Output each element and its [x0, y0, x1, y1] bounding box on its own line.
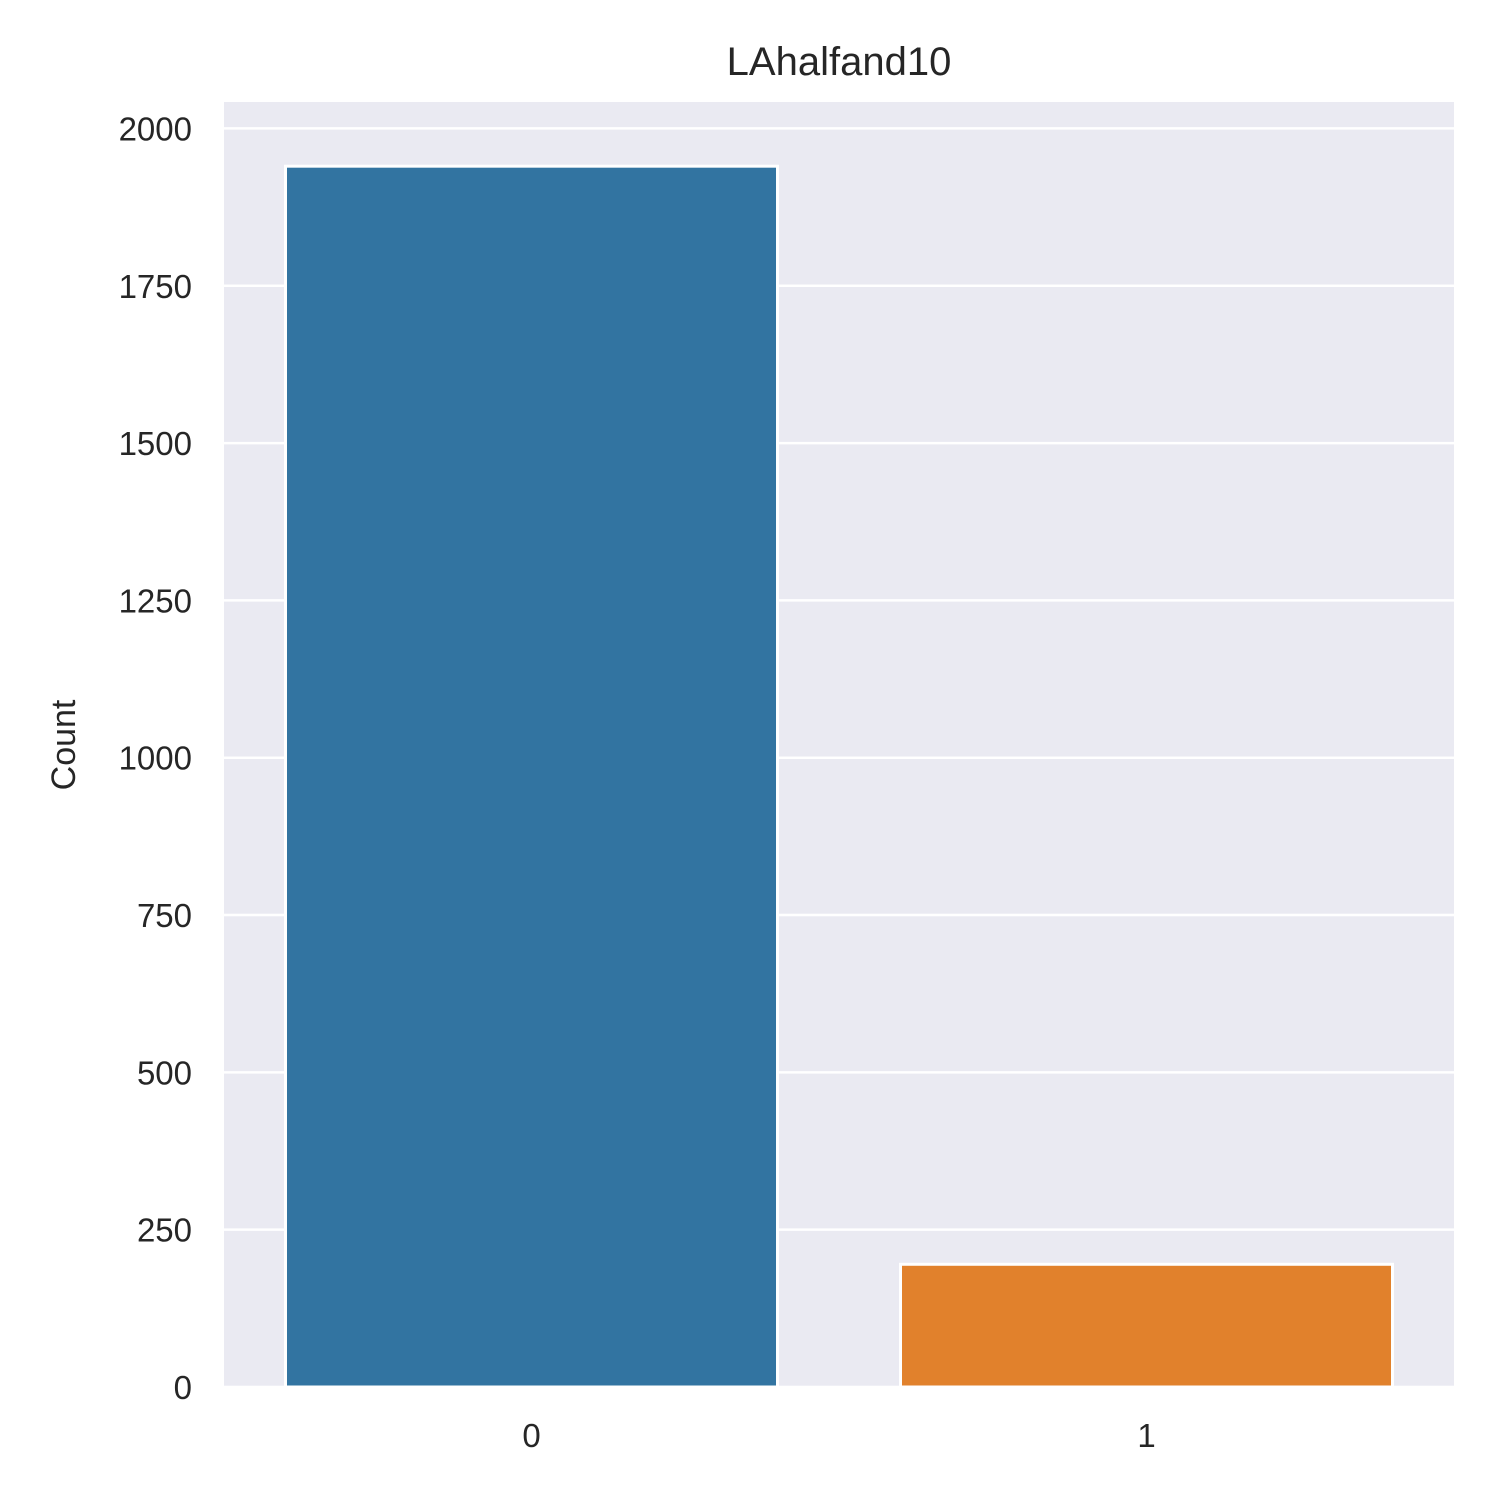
bar-1 [899, 1262, 1394, 1389]
y-tick-label: 500 [137, 1054, 192, 1091]
y-tick-label: 250 [137, 1212, 192, 1249]
chart-title: LAhalfand10 [727, 40, 952, 84]
y-tick-labels: 0 250 500 750 1000 1250 1500 1750 2000 [119, 110, 192, 1406]
y-tick-label: 0 [174, 1369, 192, 1406]
y-tick-label: 1250 [119, 582, 192, 619]
y-axis-label: Count [45, 699, 83, 790]
x-tick-label: 0 [522, 1417, 540, 1454]
bars [284, 164, 1394, 1389]
y-tick-label: 1000 [119, 740, 192, 777]
y-tick-label: 2000 [119, 110, 192, 147]
y-tick-label: 750 [137, 897, 192, 934]
bar-0 [284, 164, 779, 1389]
y-tick-label: 1750 [119, 268, 192, 305]
x-tick-label: 1 [1137, 1417, 1155, 1454]
y-tick-label: 1500 [119, 425, 192, 462]
